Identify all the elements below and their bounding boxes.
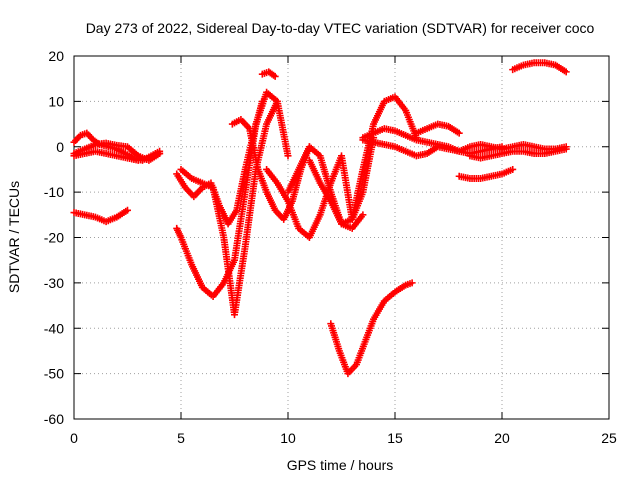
y-tick-label: -20 [44, 230, 64, 246]
data-point [359, 211, 367, 219]
series-track-r [466, 145, 570, 162]
data-point [408, 279, 416, 287]
y-axis-label: SDTVAR / TECUs [6, 181, 22, 293]
data-point [562, 145, 570, 153]
series-track-m [327, 279, 416, 378]
data-point [124, 206, 131, 214]
x-tick-label: 0 [70, 430, 78, 446]
data-point [562, 68, 570, 76]
series-track-g [173, 97, 266, 228]
data-point [455, 129, 463, 137]
y-tick-label: -50 [44, 366, 64, 382]
x-tick-label: 5 [177, 430, 185, 446]
x-tick-label: 25 [601, 430, 617, 446]
data-point [156, 150, 164, 158]
series-track-q [455, 165, 517, 183]
series-track-o [359, 136, 570, 160]
gridlines [74, 56, 609, 419]
y-tick-label: 10 [48, 93, 64, 109]
data-point [284, 152, 292, 160]
axis-ticks: 0 5 10 15 20 25 -60 -50 -40 -30 -20 -10 0 10 20 [44, 48, 617, 446]
series-track-i [258, 68, 279, 80]
y-tick-label: -40 [44, 320, 64, 336]
y-tick-label: 20 [48, 48, 64, 64]
x-tick-label: 15 [387, 430, 403, 446]
series-track-l [305, 156, 367, 232]
y-tick-label: -10 [44, 184, 64, 200]
series-track-d [70, 147, 164, 164]
x-tick-label: 20 [494, 430, 510, 446]
series-track-s [509, 59, 570, 76]
data-point [258, 97, 266, 105]
series-track-k [284, 93, 420, 228]
data-point [271, 72, 279, 80]
data-markers [70, 59, 570, 378]
data-point [509, 165, 517, 173]
x-axis-label: GPS time / hours [287, 457, 394, 473]
series-track-p [412, 120, 463, 137]
y-tick-label: -30 [44, 275, 64, 291]
y-tick-label: 0 [56, 139, 64, 155]
y-tick-label: -60 [44, 411, 64, 427]
series-track-c [70, 206, 131, 226]
x-tick-label: 10 [280, 430, 296, 446]
series-track-h [228, 116, 313, 223]
chart-title: Day 273 of 2022, Sidereal Day-to-day VTE… [86, 20, 595, 36]
series-track-f [177, 97, 292, 319]
